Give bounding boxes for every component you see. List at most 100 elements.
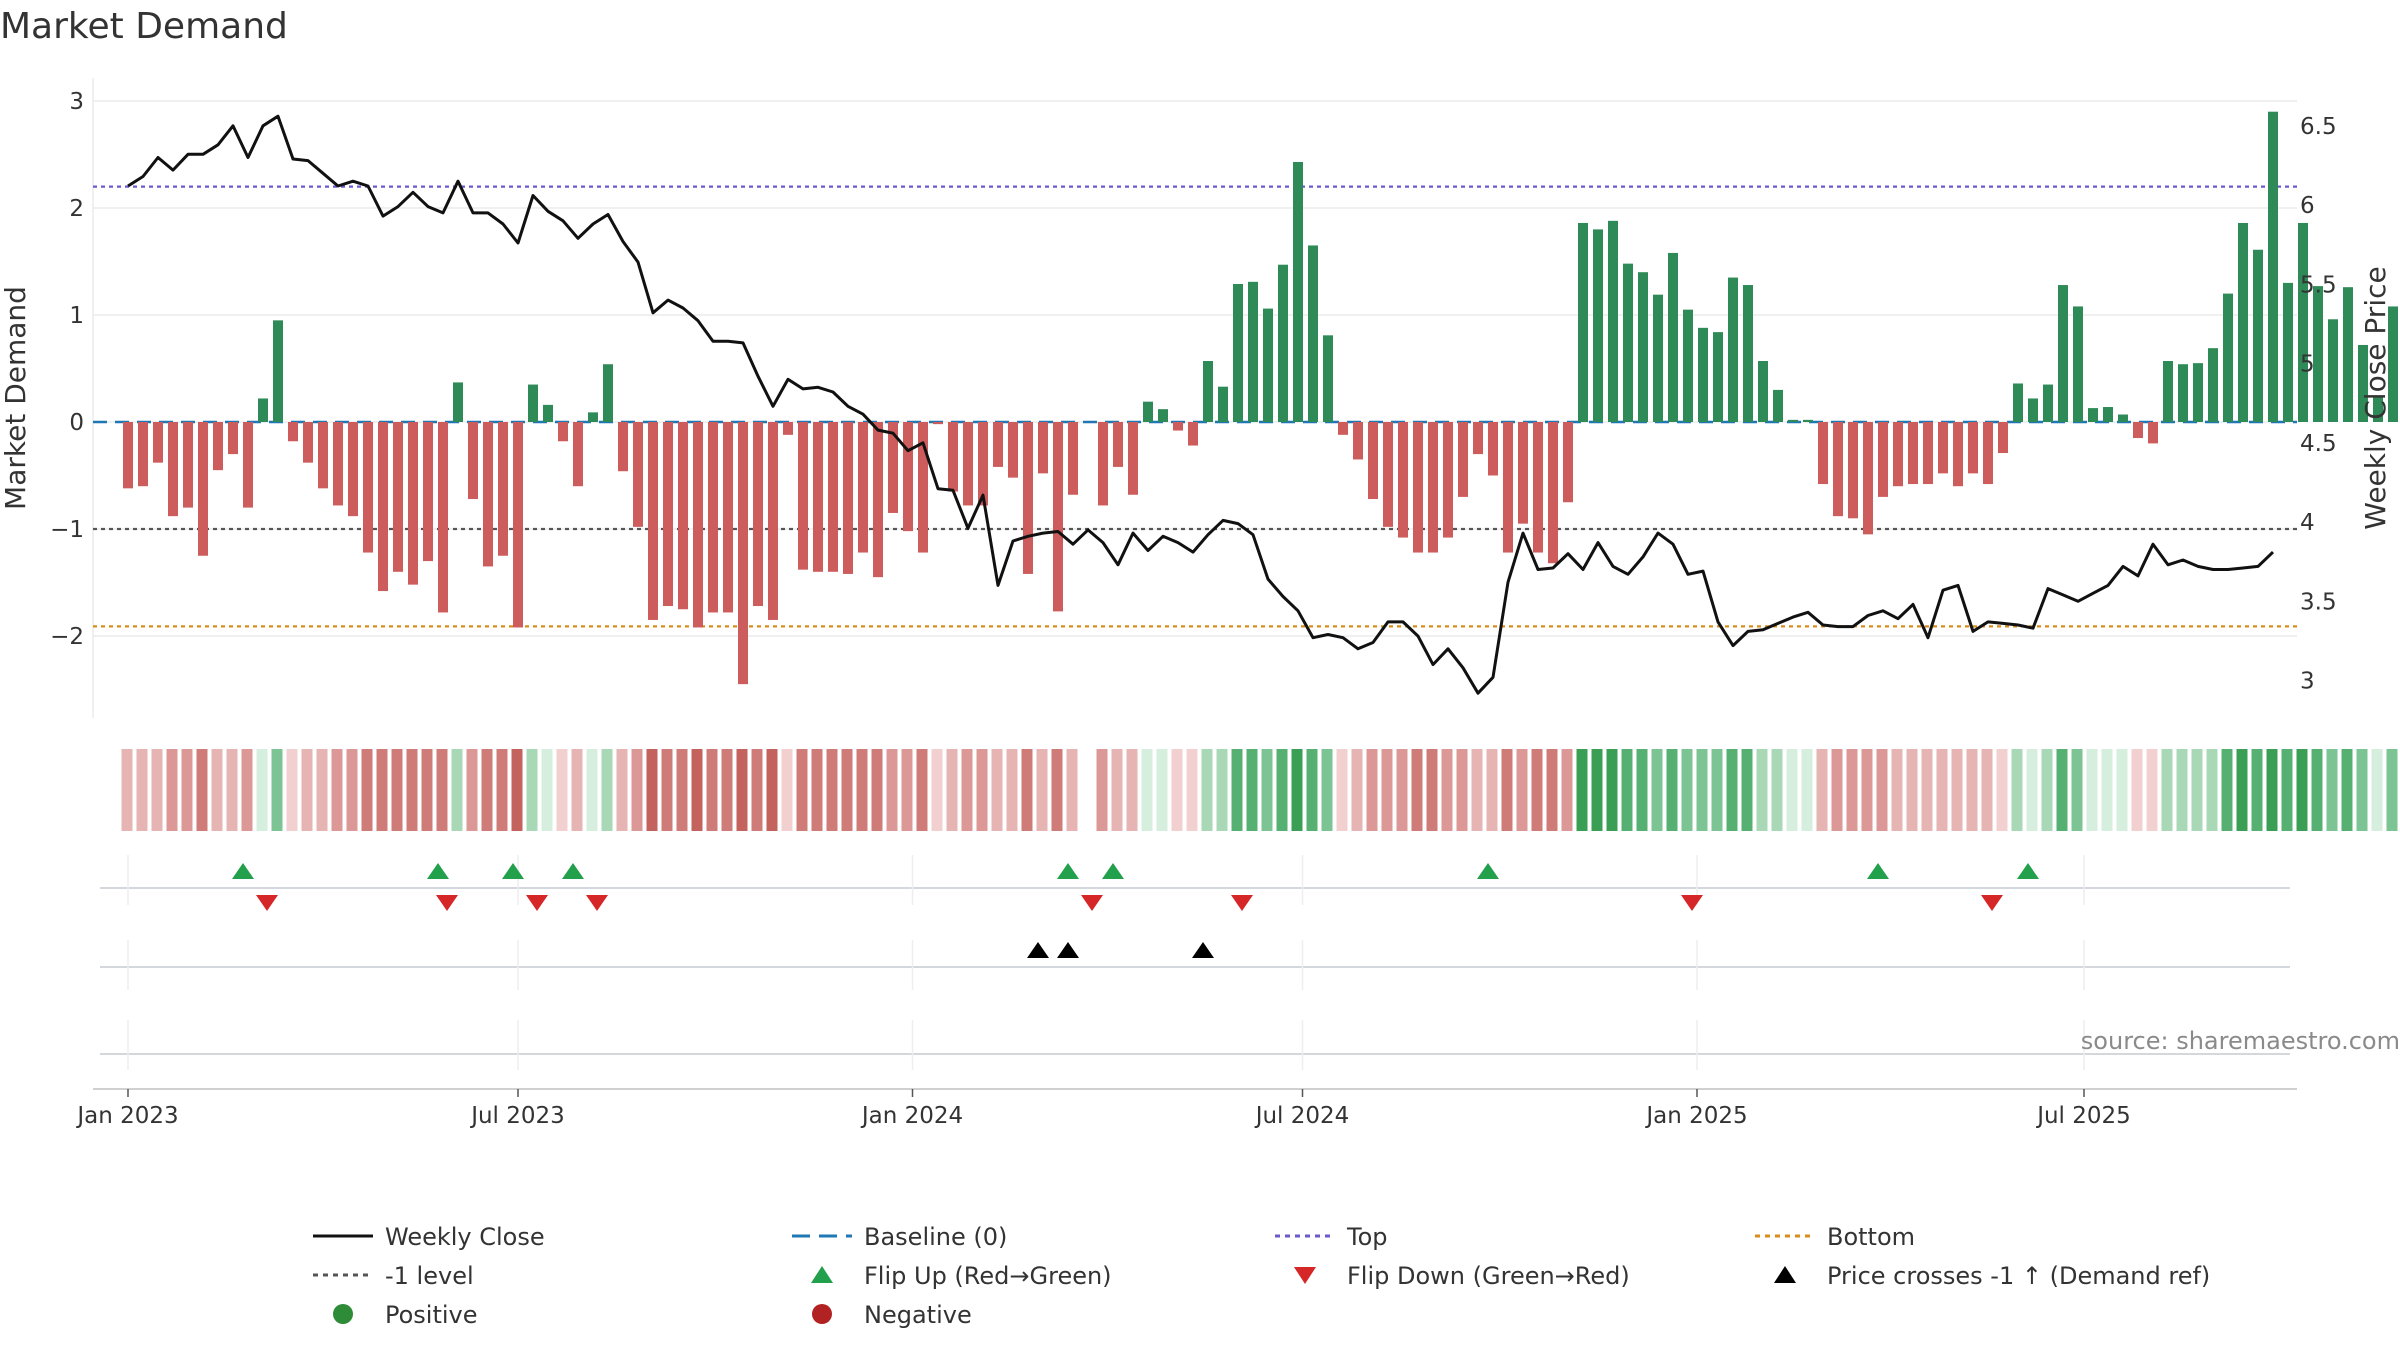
heat-cell <box>2326 749 2338 831</box>
weekly-close-polyline <box>127 114 2275 695</box>
heat-cell <box>2086 749 2098 831</box>
heat-cell <box>1996 749 2008 831</box>
heat-cell <box>1336 749 1348 831</box>
demand-bar <box>1968 422 1978 474</box>
demand-bar <box>1593 229 1603 422</box>
demand-bar <box>1983 422 1993 485</box>
heat-cell <box>1651 749 1663 831</box>
demand-bar <box>648 422 658 620</box>
right-tick-label: 6 <box>2300 193 2315 219</box>
grid <box>92 78 2297 718</box>
demand-bar <box>1638 272 1648 422</box>
demand-bar <box>1848 422 1858 519</box>
demand-bars <box>123 111 2398 685</box>
demand-bar <box>1398 422 1408 538</box>
x-tick-label: Jul 2025 <box>2035 1103 2131 1129</box>
heat-cell <box>2386 749 2398 831</box>
heat-cell <box>811 749 823 831</box>
demand-bar <box>963 422 973 506</box>
legend-label: Top <box>1346 1223 1388 1251</box>
heat-cell <box>1066 749 1078 831</box>
demand-bar <box>678 422 688 610</box>
legend-label: Bottom <box>1827 1223 1915 1251</box>
heat-cell <box>511 749 523 831</box>
heat-cell <box>721 749 733 831</box>
demand-bar <box>2208 348 2218 422</box>
left-axis-label: Market Demand <box>0 286 32 510</box>
demand-bar <box>153 422 163 463</box>
demand-bar <box>1413 422 1423 553</box>
demand-bar <box>1908 422 1918 485</box>
legend-label: -1 level <box>385 1262 474 1290</box>
flip-up-marker <box>1102 863 1124 879</box>
demand-bar <box>1203 361 1213 422</box>
heat-cell <box>1801 749 1813 831</box>
demand-bar <box>1473 422 1483 455</box>
heat-cell <box>556 749 568 831</box>
demand-bar <box>2043 384 2053 422</box>
heat-cell <box>241 749 253 831</box>
legend-label: Weekly Close <box>385 1223 545 1251</box>
heat-cell <box>1591 749 1603 831</box>
demand-bar <box>993 422 1003 467</box>
demand-bar <box>168 422 178 517</box>
heat-cell <box>1306 749 1318 831</box>
heat-cell <box>1621 749 1633 831</box>
legend-swatch <box>1774 1266 1796 1283</box>
demand-bar <box>138 422 148 487</box>
heat-cell <box>1891 749 1903 831</box>
legend-label: Price crosses -1 ↑ (Demand ref) <box>1827 1262 2210 1290</box>
heat-cell <box>1756 749 1768 831</box>
heat-cell <box>1876 749 1888 831</box>
heat-cell <box>2011 749 2023 831</box>
demand-bar <box>2253 249 2263 422</box>
heat-cell <box>2296 749 2308 831</box>
heat-cell <box>841 749 853 831</box>
demand-bar <box>1218 386 1228 422</box>
demand-bar <box>888 422 898 513</box>
demand-bar <box>1863 422 1873 535</box>
heat-cell <box>2236 749 2248 831</box>
heat-cell <box>661 749 673 831</box>
demand-bar <box>1653 294 1663 422</box>
flip-down-marker <box>1681 895 1703 911</box>
heat-cell <box>1261 749 1273 831</box>
left-tick-label: 1 <box>69 303 84 329</box>
heat-cell <box>691 749 703 831</box>
demand-bar <box>873 422 883 578</box>
demand-bar <box>498 422 508 556</box>
flip-down-marker <box>1081 895 1103 911</box>
demand-bar <box>2013 383 2023 422</box>
demand-bar <box>573 422 583 487</box>
heat-cell <box>2131 749 2143 831</box>
demand-bar <box>1458 422 1468 497</box>
demand-bar <box>1188 422 1198 446</box>
heat-cell <box>121 749 133 831</box>
heat-cell <box>1351 749 1363 831</box>
heat-cell <box>1006 749 1018 831</box>
demand-bar <box>1308 245 1318 422</box>
demand-bar <box>2058 285 2068 422</box>
demand-bar <box>783 422 793 435</box>
heat-cell <box>1966 749 1978 831</box>
demand-bar <box>2283 282 2293 422</box>
flip-up-marker <box>232 863 254 879</box>
flip-down-marker <box>586 895 608 911</box>
legend-item-bottom: Bottom <box>1755 1223 1915 1251</box>
demand-bar <box>1293 161 1303 423</box>
heat-cell <box>2176 749 2188 831</box>
heat-cell <box>571 749 583 831</box>
demand-bar <box>1878 422 1888 497</box>
weekly-close-line <box>127 114 2275 695</box>
demand-bar <box>348 422 358 517</box>
legend-swatch <box>1294 1267 1316 1284</box>
heat-cell <box>1456 749 1468 831</box>
demand-bar <box>1548 422 1558 564</box>
legend-item-price_cross: Price crosses -1 ↑ (Demand ref) <box>1774 1262 2210 1290</box>
demand-bar <box>1938 422 1948 474</box>
heat-cell <box>1561 749 1573 831</box>
heat-cell <box>631 749 643 831</box>
legend-item-flip_up: Flip Up (Red→Green) <box>811 1262 1112 1290</box>
heat-cell <box>1396 749 1408 831</box>
